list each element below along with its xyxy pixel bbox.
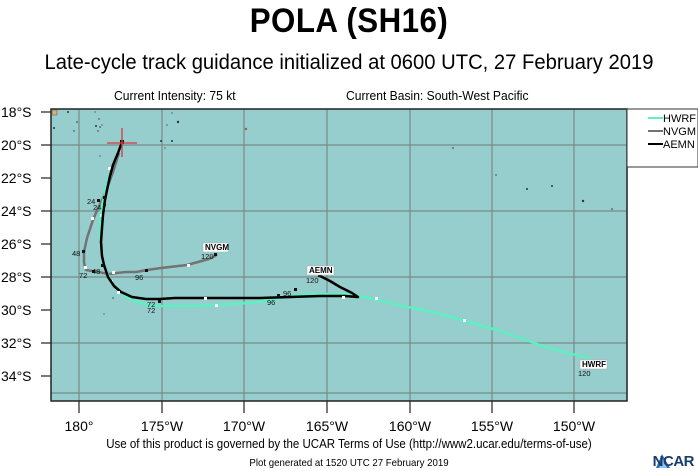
ncar-logo-icon (656, 454, 670, 468)
svg-text:48: 48 (72, 249, 80, 258)
grid-lines (51, 109, 627, 401)
svg-text:96: 96 (267, 298, 275, 307)
svg-text:96: 96 (283, 289, 291, 298)
legend-label-aemn: AEMN (663, 139, 695, 151)
svg-text:34°S: 34°S (1, 368, 32, 384)
legend-label-hwrf: HWRF (663, 113, 696, 125)
ocean-background (51, 109, 627, 401)
svg-text:32°S: 32°S (1, 335, 32, 351)
svg-text:22°S: 22°S (1, 170, 32, 186)
y-axis (41, 111, 51, 377)
svg-text:72: 72 (79, 271, 87, 280)
svg-text:175°W: 175°W (141, 418, 184, 434)
svg-text:160°W: 160°W (389, 418, 432, 434)
plot-frame (50, 108, 628, 402)
terms-of-use: Use of this product is governed by the U… (106, 437, 592, 451)
svg-text:120: 120 (306, 276, 319, 285)
svg-text:30°S: 30°S (1, 302, 32, 318)
svg-text:96: 96 (135, 273, 143, 282)
svg-text:72: 72 (147, 306, 155, 315)
svg-text:26°S: 26°S (1, 236, 32, 252)
svg-text:48: 48 (92, 267, 100, 276)
svg-text:165°W: 165°W (306, 418, 349, 434)
svg-text:155°W: 155°W (471, 418, 514, 434)
svg-text:18°S: 18°S (1, 104, 32, 120)
islands (51, 109, 613, 315)
current-position-marker (107, 128, 137, 157)
svg-text:72: 72 (147, 300, 155, 309)
track-hwrf: 72 96 120 HWRF (98, 146, 608, 378)
svg-text:24: 24 (93, 203, 101, 212)
svg-text:24°S: 24°S (1, 203, 32, 219)
legend: HWRF NVGM AEMN (626, 108, 698, 168)
ncar-logo-text: NCAR (652, 453, 695, 470)
svg-text:20°S: 20°S (1, 137, 32, 153)
legend-label-nvgm: NVGM (663, 126, 696, 138)
svg-text:24: 24 (87, 197, 95, 206)
x-tick-labels: 180° 175°W 170°W 165°W 160°W 155°W 150°W (65, 418, 596, 434)
current-basin: Current Basin: South-West Pacific (346, 88, 529, 103)
chart-subtitle: Late-cycle track guidance initialized at… (44, 50, 654, 74)
svg-text:120: 120 (578, 369, 591, 378)
chart-title: POLA (SH16) (249, 2, 449, 40)
svg-text:AEMN: AEMN (309, 266, 333, 275)
y-tick-labels: 18°S 20°S 22°S 24°S 26°S 28°S 30°S 32°S … (1, 104, 32, 384)
svg-text:NVGM: NVGM (205, 243, 229, 252)
x-axis (78, 401, 575, 413)
svg-text:180°: 180° (65, 418, 94, 434)
svg-text:120: 120 (201, 252, 214, 261)
plot-generated: Plot generated at 1520 UTC 27 February 2… (249, 457, 449, 469)
track-aemn: 24 48 72 96 120 AEMN (92, 140, 360, 309)
svg-text:HWRF: HWRF (582, 360, 606, 369)
current-intensity: Current Intensity: 75 kt (114, 88, 236, 103)
svg-text:28°S: 28°S (1, 269, 32, 285)
track-nvgm: 24 48 72 96 120 NVGM (72, 152, 229, 282)
svg-text:150°W: 150°W (553, 418, 596, 434)
svg-text:170°W: 170°W (223, 418, 266, 434)
